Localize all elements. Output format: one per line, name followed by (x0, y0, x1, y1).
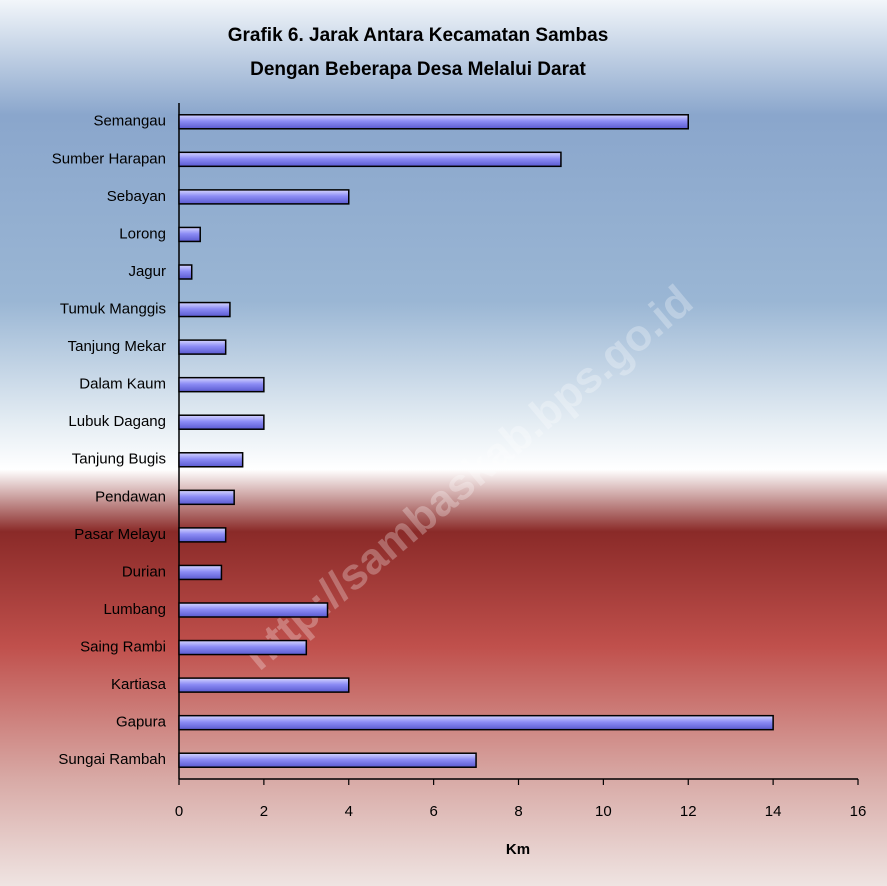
x-tick-label: 12 (680, 803, 697, 820)
bar (178, 339, 227, 355)
y-tick-label: Lubuk Dagang (68, 413, 166, 430)
bar (178, 226, 201, 243)
bar (178, 489, 235, 506)
x-tick-label: 4 (345, 803, 353, 820)
y-tick-label: Gapura (116, 714, 167, 731)
bar (178, 452, 244, 468)
y-tick-label: Lumbang (103, 601, 166, 618)
bar (178, 414, 265, 430)
x-tick-label: 0 (175, 803, 183, 820)
x-axis-label: Km (506, 841, 530, 858)
x-tick-label: 2 (260, 803, 268, 820)
y-tick-label: Kartiasa (111, 676, 167, 693)
bar (178, 639, 308, 656)
bar (178, 301, 231, 318)
bar (178, 714, 774, 731)
x-tick-label: 8 (514, 803, 522, 820)
x-tick-label: 10 (595, 803, 612, 820)
bar (178, 376, 265, 393)
y-tick-label: Pasar Melayu (74, 526, 166, 543)
x-tick-label: 14 (765, 803, 782, 820)
y-tick-label: Pendawan (95, 488, 166, 505)
y-tick-label: Lorong (119, 225, 166, 242)
chart-title: Grafik 6. Jarak Antara Kecamatan Sambas (228, 25, 609, 46)
chart-title: Dengan Beberapa Desa Melalui Darat (250, 59, 586, 80)
y-tick-label: Semangau (93, 113, 166, 130)
y-tick-label: Sebayan (107, 188, 166, 205)
y-tick-label: Tumuk Manggis (60, 301, 166, 318)
y-tick-label: Tanjung Mekar (68, 338, 166, 355)
bar (178, 151, 562, 168)
bar (178, 677, 350, 693)
x-tick-label: 16 (850, 803, 867, 820)
x-tick-label: 6 (429, 803, 437, 820)
bar (178, 602, 329, 618)
bar (178, 189, 350, 205)
bar (178, 752, 477, 768)
y-tick-label: Sumber Harapan (52, 150, 166, 167)
bar (178, 527, 227, 543)
bar (178, 114, 689, 130)
y-tick-label: Durian (122, 563, 166, 580)
y-tick-label: Jagur (128, 263, 166, 280)
y-tick-label: Sungai Rambah (58, 751, 166, 768)
y-tick-label: Dalam Kaum (79, 376, 166, 393)
y-tick-label: Saing Rambi (80, 639, 166, 656)
y-tick-label: Tanjung Bugis (72, 451, 166, 468)
bar (178, 264, 193, 280)
bar (178, 564, 223, 581)
